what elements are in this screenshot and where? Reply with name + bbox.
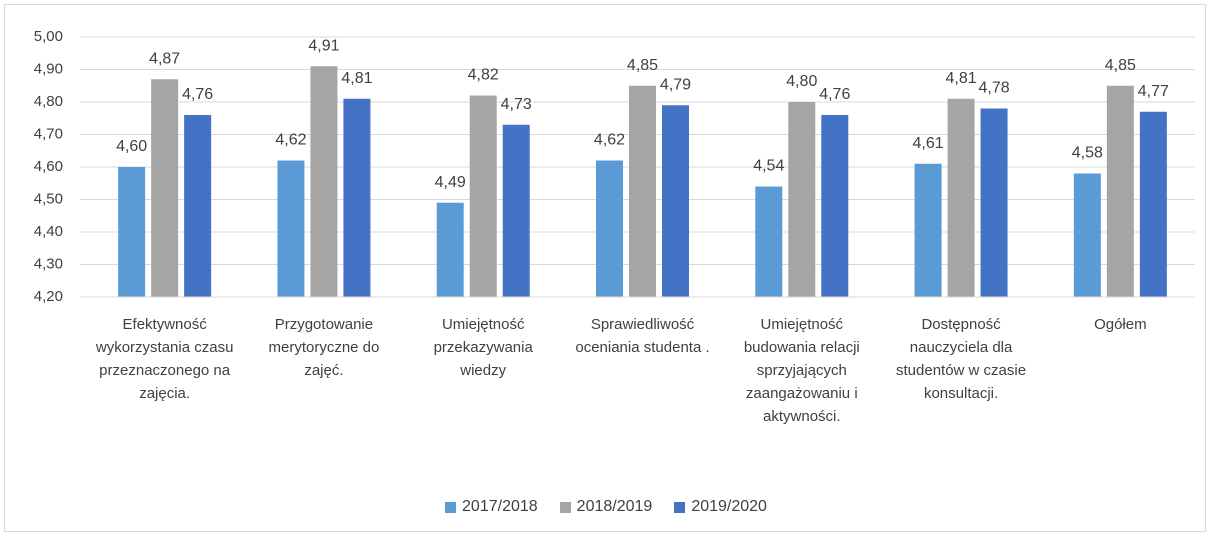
x-tick-label: Umiejętność budowania relacji sprzyjając… xyxy=(743,316,860,425)
bar xyxy=(151,79,179,297)
bar xyxy=(596,160,623,297)
bar xyxy=(343,98,371,297)
value-label: 4,85 xyxy=(627,57,658,74)
bar xyxy=(184,115,212,297)
bar xyxy=(821,115,849,297)
y-tick-label: 4,50 xyxy=(34,190,63,207)
value-label: 4,49 xyxy=(435,174,466,191)
bar xyxy=(980,108,1008,297)
legend: 2017/2018 2018/2019 2019/2020 xyxy=(0,498,1212,516)
legend-item: 2018/2019 xyxy=(559,498,653,516)
x-tick-label: Efektywność wykorzystania czasu przeznac… xyxy=(95,316,234,402)
value-label: 4,82 xyxy=(468,67,499,84)
bar xyxy=(469,95,497,297)
bar xyxy=(1139,111,1167,297)
bar xyxy=(788,102,816,297)
value-label: 4,61 xyxy=(913,135,944,152)
chart-frame xyxy=(4,4,1206,532)
bar xyxy=(502,124,530,297)
x-tick-label: Umiejętność przekazywania wiedzy xyxy=(433,316,533,379)
value-label: 4,79 xyxy=(660,76,691,93)
bar xyxy=(914,163,942,297)
legend-label: 2019/2020 xyxy=(691,498,767,515)
value-label: 4,76 xyxy=(182,86,213,103)
y-tick-label: 4,70 xyxy=(34,125,63,142)
value-label: 4,58 xyxy=(1072,145,1103,162)
value-label: 4,54 xyxy=(753,158,784,175)
value-label: 4,78 xyxy=(979,80,1010,97)
bar xyxy=(118,167,146,297)
bar xyxy=(1106,85,1134,297)
value-label: 4,60 xyxy=(116,138,147,155)
bar xyxy=(755,186,783,297)
value-label: 4,77 xyxy=(1138,83,1169,100)
bar xyxy=(947,98,975,297)
y-tick-label: 4,30 xyxy=(34,255,63,272)
value-label: 4,81 xyxy=(946,70,977,87)
y-tick-label: 4,20 xyxy=(34,288,63,305)
legend-swatch xyxy=(445,501,457,513)
y-tick-label: 4,90 xyxy=(34,60,63,77)
legend-label: 2017/2018 xyxy=(462,498,538,515)
value-label: 4,87 xyxy=(149,50,180,67)
x-tick-label: Sprawiedliwość oceniania studenta . xyxy=(575,316,710,356)
legend-item: 2017/2018 xyxy=(445,498,538,516)
value-label: 4,91 xyxy=(308,37,339,54)
value-label: 4,62 xyxy=(275,132,306,149)
bar xyxy=(436,202,464,297)
x-tick-label: Dostępność nauczyciela dla studentów w c… xyxy=(896,316,1027,402)
legend-item: 2019/2020 xyxy=(674,498,767,516)
legend-swatch xyxy=(674,501,686,513)
y-tick-label: 4,40 xyxy=(34,223,63,240)
bar xyxy=(662,105,689,297)
bar xyxy=(277,160,305,297)
y-tick-label: 5,00 xyxy=(34,28,63,45)
bar xyxy=(1073,173,1101,297)
value-label: 4,76 xyxy=(819,86,850,103)
bar xyxy=(629,85,656,297)
value-label: 4,81 xyxy=(341,70,372,87)
legend-label: 2018/2019 xyxy=(576,498,653,515)
legend-swatch xyxy=(559,501,571,513)
value-label: 4,85 xyxy=(1105,57,1136,74)
x-tick-label: Ogółem xyxy=(1094,316,1147,333)
bar xyxy=(310,66,338,297)
x-tick-label: Przygotowanie merytoryczne do zajęć. xyxy=(268,316,380,379)
value-label: 4,73 xyxy=(501,96,532,113)
y-tick-label: 4,60 xyxy=(34,158,63,175)
value-label: 4,80 xyxy=(786,73,817,90)
y-tick-label: 4,80 xyxy=(34,93,63,110)
value-label: 4,62 xyxy=(594,132,625,149)
